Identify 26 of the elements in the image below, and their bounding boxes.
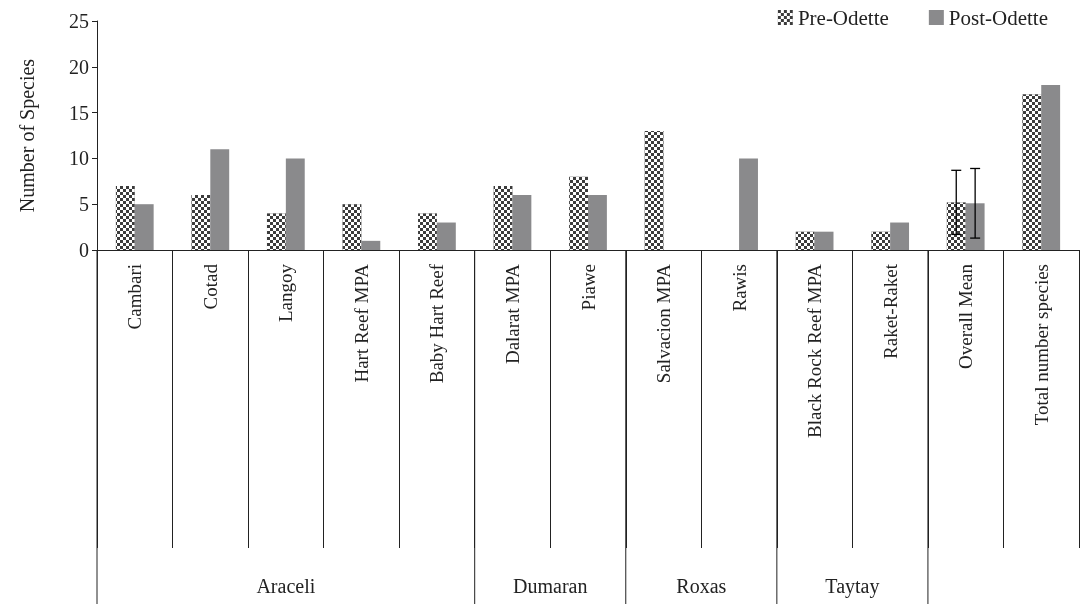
x-tick-label: Cotad [199,263,221,310]
x-tick-label: Black Rock Reef MPA [804,263,826,438]
x-tick-label: Raket-Raket [879,263,901,359]
x-tick-label: Hart Reef MPA [350,263,372,383]
y-tick-label: 10 [69,147,89,170]
y-tick-label: 15 [69,101,89,124]
legend-label: Post-Odette [948,5,1048,30]
x-tick-label: Piawe [577,264,599,311]
x-tick-label: Langoy [275,263,297,323]
x-tick-label: Dalarat MPA [501,263,523,365]
text: Dumaran [513,575,588,597]
x-tick-label: Total number species [1030,264,1052,426]
y-axis-title: Number of Species [16,58,39,213]
text: Araceli [256,575,316,597]
text: Roxas [676,575,727,597]
legend-label: Pre-Odette [797,5,889,30]
text: Taytay [825,575,880,598]
x-tick-label: Rawis [728,264,750,312]
x-tick-label: Baby Hart Reef [426,263,448,384]
x-tick-label: Cambari [124,264,146,330]
y-tick-label: 0 [79,239,89,261]
x-tick-label: Salvacion MPA [653,263,675,384]
y-tick-label: 5 [79,193,89,216]
x-tick-label: Overall Mean [955,263,977,369]
y-tick-label: 25 [69,10,89,32]
y-tick-label: 20 [69,55,89,78]
